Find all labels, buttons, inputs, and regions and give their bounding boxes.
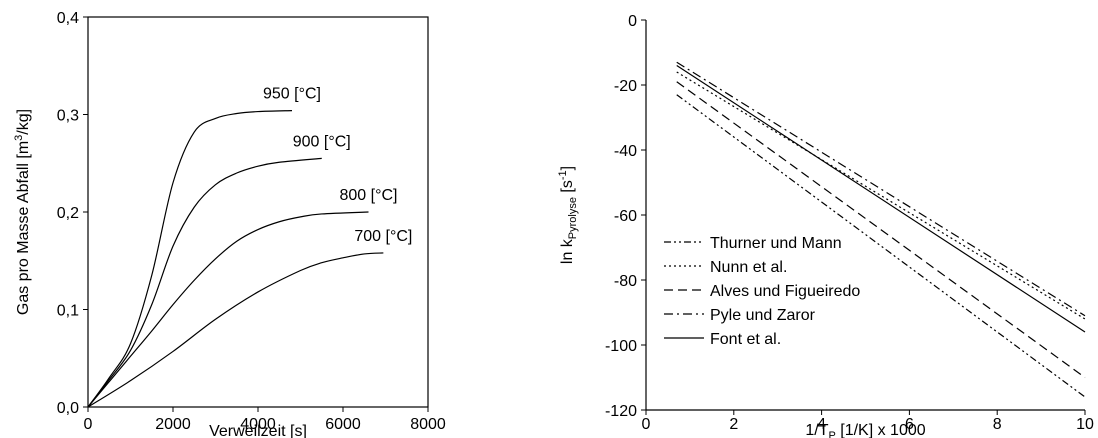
left-series-line-900-c [87,157,322,408]
right-series-line-font-et-al [676,64,1086,333]
left-series-line-950-c [87,110,293,408]
right-y-tick-label-5: -100 [605,338,637,355]
left-y-tick-label-1: 0,1 [57,303,79,320]
right-x-axis-label: 1/TP [1/K] x 1000 [805,422,925,438]
left-series-label-900-c: 900 [°C] [293,133,351,150]
right-series-line-nunn-et-al [676,71,1086,320]
left-series-line-800-c [87,211,369,408]
left-series-label-950-c: 950 [°C] [263,86,321,103]
chart-left: 0 2000 4000 6000 8000 0,0 0,1 0,2 0,3 0,4 950 [°C… [13,10,446,438]
left-ticks: 0 2000 4000 6000 8000 0,0 0,1 0,2 0,3 0,4 [57,10,446,433]
left-series-line-700-c [87,252,384,408]
left-curves [87,110,384,408]
left-x-tick-label-0: 0 [84,416,93,433]
right-y-axis-label-pre: ln k [559,238,576,264]
right-series-line-alves-und-figueiredo [676,81,1086,378]
left-x-tick-label-1: 2000 [155,416,191,433]
right-y-axis-label-post: ] [559,166,576,170]
right-x-tick-label-0: 0 [642,416,651,433]
legend-label-nunn-et-al: Nunn et al. [710,259,787,276]
right-y-tick-label-0: 0 [628,13,637,30]
left-annotations: 950 [°C] 900 [°C] 800 [°C] 700 [°C] [263,86,412,245]
right-x-axis-label-post: [1/K] x 1000 [836,422,926,438]
right-x-axis-label-sub: P [828,430,835,438]
legend-label-pyle-und-zaror: Pyle und Zaror [710,307,816,324]
left-x-tick-label-2: 4000 [240,416,276,433]
right-y-axis-label-sup: -1 [557,170,569,180]
right-series-line-pyle-und-zaror [676,61,1086,317]
right-y-axis-label-sub: Pyrolyse [567,197,579,239]
left-x-tick-label-4: 8000 [410,416,446,433]
left-y-axis-label-main: Gas pro Masse Abfall [m [15,141,32,315]
left-y-axis-label-sup: 3 [13,135,25,141]
left-plot-frame [87,16,429,408]
right-x-tick-label-5: 10 [1076,416,1094,433]
right-y-tick-label-1: -20 [614,78,637,95]
right-x-tick-label-2: 4 [817,416,826,433]
right-legend: Thurner und Mann Nunn et al. Alves und Fig… [664,235,860,348]
left-y-axis-label-tail: /kg] [15,109,32,135]
right-y-tick-label-6: -120 [605,403,637,420]
right-x-axis-label-pre: 1/T [805,422,828,438]
left-x-tick-label-3: 6000 [325,416,361,433]
chart-right: 0 2 4 6 8 10 0 -20 -40 -60 -80 -100 -120 Thurner und… [557,13,1094,438]
left-x-axis-label: Verweilzeit [s] [209,423,307,438]
right-x-tick-label-3: 6 [905,416,914,433]
left-series-label-700-c: 700 [°C] [354,228,412,245]
legend-label-alves-und-figueiredo: Alves und Figueiredo [710,283,860,300]
legend-label-font-et-al: Font et al. [710,331,781,348]
left-y-tick-label-2: 0,2 [57,205,79,222]
left-y-tick-label-4: 0,4 [57,10,79,27]
left-y-tick-label-0: 0,0 [57,400,79,417]
left-y-axis-label: Gas pro Masse Abfall [m3/kg] [13,109,32,315]
left-series-label-800-c: 800 [°C] [340,187,398,204]
right-x-tick-label-4: 8 [993,416,1002,433]
right-y-tick-label-3: -60 [614,208,637,225]
right-series-line-thurner-und-mann [676,94,1086,398]
right-y-axis-label-mid: [s [559,180,576,197]
right-y-axis-label: ln kPyrolyse [s-1] [557,166,579,264]
right-y-tick-label-4: -80 [614,273,637,290]
right-y-tick-label-2: -40 [614,143,637,160]
right-ticks: 0 2 4 6 8 10 0 -20 -40 -60 -80 -100 -120 [605,13,1094,433]
right-x-tick-label-1: 2 [729,416,738,433]
right-axes [645,20,1085,411]
legend-label-thurner-und-mann: Thurner und Mann [710,235,842,252]
left-y-tick-label-3: 0,3 [57,108,79,125]
right-curves [676,61,1086,398]
